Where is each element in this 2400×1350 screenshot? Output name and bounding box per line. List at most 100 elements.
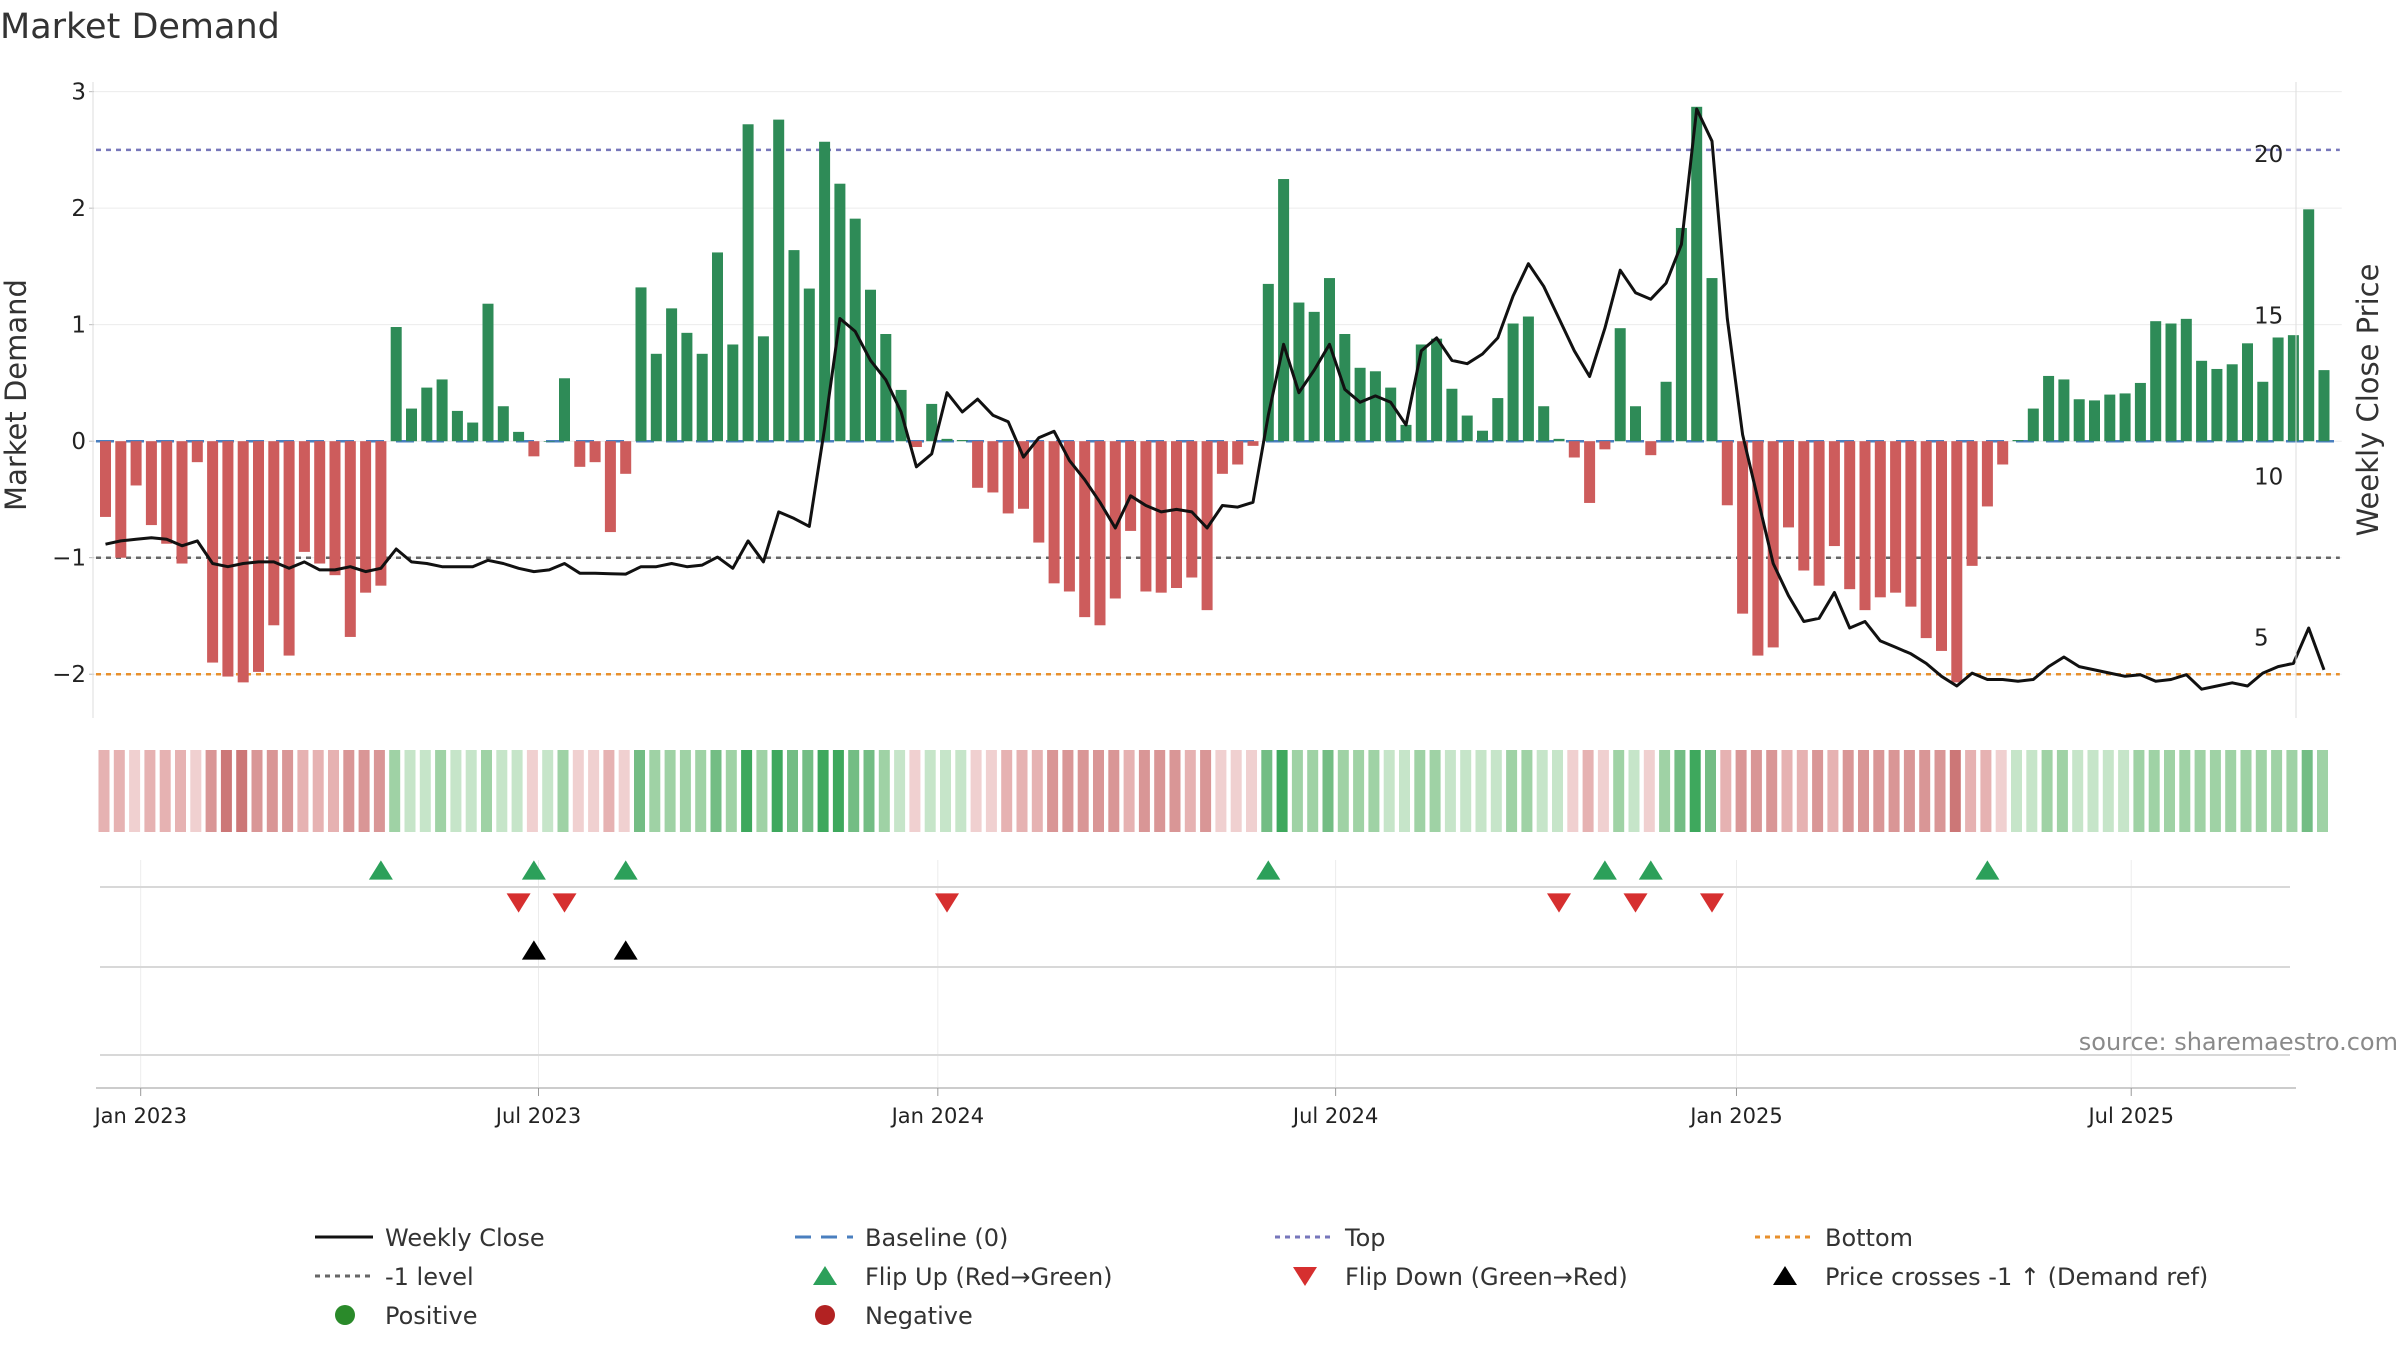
demand-bar bbox=[972, 441, 984, 488]
y-tick-label: 2 bbox=[71, 196, 86, 222]
heat-cell bbox=[129, 750, 141, 832]
heat-cell bbox=[1077, 750, 1089, 832]
demand-bar bbox=[635, 287, 647, 442]
legend-triangle-up-swatch bbox=[1773, 1266, 1797, 1285]
heat-cell bbox=[2194, 750, 2206, 832]
demand-bar bbox=[2150, 321, 2162, 442]
demand-bar bbox=[1507, 323, 1519, 442]
heat-cell bbox=[2056, 750, 2068, 832]
demand-bar bbox=[1477, 430, 1488, 442]
demand-bar bbox=[543, 441, 555, 442]
heat-cell bbox=[1643, 750, 1655, 832]
y2-tick-label: 20 bbox=[2254, 142, 2283, 168]
y-tick-label: −2 bbox=[52, 662, 86, 688]
flip-up-marker bbox=[1256, 860, 1281, 880]
flip-up-marker bbox=[1975, 860, 2000, 880]
demand-bar bbox=[1247, 441, 1259, 446]
heat-cell bbox=[1506, 750, 1518, 832]
demand-bar bbox=[2226, 364, 2238, 442]
heat-cell bbox=[1888, 750, 1900, 832]
demand-heat-strip bbox=[98, 750, 2328, 832]
legend-label: Positive bbox=[385, 1302, 478, 1330]
demand-bar bbox=[1461, 415, 1473, 442]
heat-cell bbox=[1980, 750, 1992, 832]
demand-bar bbox=[1920, 441, 1932, 639]
heat-cell bbox=[2240, 750, 2252, 832]
heat-cell bbox=[1093, 750, 1104, 832]
demand-bar bbox=[2303, 209, 2315, 442]
demand-bar bbox=[589, 441, 601, 463]
demand-bar bbox=[207, 441, 219, 663]
demand-bar bbox=[406, 408, 417, 442]
heat-cell bbox=[1582, 750, 1594, 832]
heat-cell bbox=[419, 750, 431, 832]
demand-bar bbox=[865, 289, 876, 442]
reference-lines bbox=[96, 148, 2340, 676]
heat-cell bbox=[1766, 750, 1778, 832]
price-cross-marker bbox=[521, 940, 546, 960]
demand-bar bbox=[2134, 382, 2146, 442]
heat-cell bbox=[2041, 750, 2053, 832]
heat-cell bbox=[98, 750, 110, 832]
heat-cell bbox=[863, 750, 875, 832]
y-tick-label: −1 bbox=[52, 546, 86, 572]
legend-label: Price crosses -1 ↑ (Demand ref) bbox=[1825, 1263, 2208, 1291]
demand-bar bbox=[2043, 375, 2055, 442]
demand-bar bbox=[559, 378, 570, 442]
legend-circle-swatch bbox=[815, 1305, 835, 1325]
demand-bar bbox=[1844, 441, 1856, 590]
heat-cell bbox=[1108, 750, 1120, 832]
heat-cell bbox=[1965, 750, 1977, 832]
legend-label: -1 level bbox=[385, 1263, 474, 1291]
demand-bar bbox=[191, 441, 203, 463]
heat-cell bbox=[1031, 750, 1043, 832]
heat-cell bbox=[1337, 750, 1349, 832]
flip-up-marker bbox=[1592, 860, 1617, 880]
demand-bar bbox=[1018, 441, 1029, 509]
heat-cell bbox=[389, 750, 401, 832]
demand-bar bbox=[1721, 441, 1733, 506]
heat-cell bbox=[542, 750, 554, 832]
heat-cell bbox=[1215, 750, 1227, 832]
demand-bar bbox=[482, 303, 494, 442]
demand-bar bbox=[1385, 387, 1397, 442]
demand-bar bbox=[1691, 106, 1703, 442]
heat-cell bbox=[1919, 750, 1931, 832]
demand-bar bbox=[390, 327, 402, 442]
demand-bar bbox=[1446, 388, 1458, 442]
heat-cell bbox=[1475, 750, 1487, 832]
demand-bar bbox=[834, 183, 846, 442]
flip-down-marker bbox=[1700, 893, 1724, 913]
heat-cell bbox=[1399, 750, 1410, 832]
heat-cell bbox=[1781, 750, 1793, 832]
heat-cell bbox=[190, 750, 202, 832]
heat-cell bbox=[1858, 750, 1869, 832]
legend-circle-swatch bbox=[335, 1305, 355, 1325]
demand-bar bbox=[1079, 441, 1091, 618]
demand-bar bbox=[2287, 335, 2299, 442]
demand-bar bbox=[1966, 441, 1978, 566]
date-tick-label: Jan 2024 bbox=[890, 1104, 985, 1128]
date-tick-label: Jul 2025 bbox=[2086, 1104, 2173, 1128]
heat-cell bbox=[1949, 750, 1961, 832]
demand-bar bbox=[1553, 438, 1565, 442]
date-tick-label: Jul 2023 bbox=[494, 1104, 581, 1128]
heat-cell bbox=[159, 750, 171, 832]
heat-cell bbox=[343, 750, 355, 832]
demand-bar bbox=[620, 441, 632, 474]
demand-bar bbox=[788, 250, 800, 442]
demand-bar bbox=[1354, 367, 1366, 442]
y-tick-label: 0 bbox=[71, 429, 86, 455]
heat-cell bbox=[1460, 750, 1472, 832]
demand-bar bbox=[1767, 441, 1779, 648]
demand-bar bbox=[2165, 323, 2177, 442]
heat-cell bbox=[771, 750, 783, 832]
heat-cell bbox=[2271, 750, 2283, 832]
heat-cell bbox=[435, 750, 447, 832]
heat-cell bbox=[1720, 750, 1732, 832]
legend-triangle-down-swatch bbox=[1293, 1267, 1317, 1286]
demand-bar bbox=[1783, 441, 1794, 528]
legend-label: Flip Up (Red→Green) bbox=[865, 1263, 1113, 1291]
price-line-group bbox=[105, 107, 2326, 691]
